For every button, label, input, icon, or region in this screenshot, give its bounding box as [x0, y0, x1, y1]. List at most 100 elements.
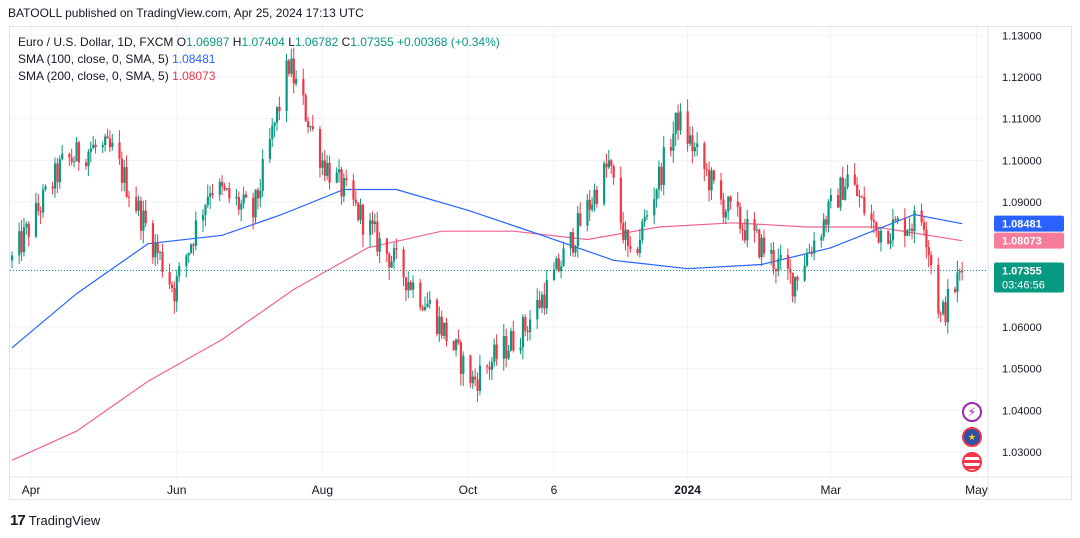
candle-body	[295, 78, 298, 84]
sma100-badge-bg	[994, 215, 1064, 232]
x-tick-label: Mar	[820, 483, 841, 497]
candle-body	[877, 230, 880, 243]
candle-body	[607, 160, 611, 168]
price-chart[interactable]: 1.13000 1.12000 1.11000 1.10000 1.09000 1.060…	[10, 27, 1073, 501]
candle-body	[190, 244, 193, 253]
candle-body	[175, 276, 178, 302]
candle-body	[421, 307, 424, 310]
candle-body	[526, 330, 529, 333]
candle-body	[390, 261, 393, 268]
candle-body	[860, 196, 864, 198]
price-axis[interactable]: 1.13000 1.12000 1.11000 1.10000 1.09000 1.060…	[1002, 30, 1042, 459]
candle-body	[407, 282, 410, 291]
candle-body	[125, 167, 128, 197]
candle-body	[201, 214, 205, 221]
candle-body	[275, 106, 279, 123]
candle-body	[557, 258, 560, 272]
candle-body	[829, 195, 833, 202]
candle-body	[579, 213, 582, 226]
candle-body	[629, 245, 632, 249]
lightning-icon[interactable]: ⚡	[962, 402, 982, 422]
candle-body	[796, 276, 799, 281]
candle-body	[822, 219, 825, 237]
candle-body	[887, 230, 890, 244]
candle-body	[20, 231, 23, 253]
candle-body	[85, 162, 88, 167]
candle-body	[562, 248, 565, 267]
candle-body	[423, 306, 427, 310]
candle-body	[937, 264, 940, 314]
candle-body	[307, 120, 310, 128]
candle-body	[409, 282, 412, 290]
candle-body	[323, 160, 326, 176]
candle-body	[359, 204, 362, 220]
candle-body	[727, 196, 730, 212]
candle-body	[603, 163, 606, 204]
candle-body	[672, 133, 675, 151]
candle-body	[961, 271, 964, 273]
candle-body	[89, 148, 92, 152]
candle-body	[435, 299, 439, 334]
candle-body	[710, 170, 713, 191]
candle-body	[552, 269, 556, 281]
candle-body	[708, 169, 711, 191]
candle-body	[304, 95, 307, 121]
x-tick-label: May	[965, 483, 988, 497]
candle-body	[168, 272, 171, 285]
candle-body	[371, 220, 374, 225]
candle-body	[318, 129, 322, 168]
candle-body	[488, 367, 491, 370]
x-tick-label: Apr	[22, 483, 41, 497]
candle-body	[302, 78, 305, 96]
candle-body	[619, 177, 622, 223]
candle-body	[595, 189, 599, 204]
tradingview-logo[interactable]: 17	[10, 512, 26, 529]
candle-body	[786, 255, 790, 269]
legend-sma200-row[interactable]: SMA (200, close, 0, SMA, 5) 1.08073	[18, 68, 500, 85]
y-tick-label: 1.13000	[1002, 30, 1042, 42]
candle-body	[490, 361, 494, 370]
tradingview-brand[interactable]: TradingView	[28, 513, 101, 528]
footer: 17 TradingView	[10, 512, 100, 529]
candle-body	[906, 230, 909, 236]
candle-body	[896, 218, 899, 221]
candle-body	[507, 350, 510, 359]
candle-body	[404, 277, 408, 291]
candle-body	[958, 271, 961, 273]
candle-body	[779, 255, 782, 259]
legend-sma100-row[interactable]: SMA (100, close, 0, SMA, 5) 1.08481	[18, 51, 500, 68]
candle-body	[946, 288, 950, 323]
candle-body	[378, 238, 381, 252]
candles	[11, 47, 964, 402]
candle-body	[58, 159, 61, 183]
candle-body	[662, 147, 665, 186]
y-tick-label: 1.03000	[1002, 447, 1042, 459]
candle-body	[244, 194, 248, 198]
candle-body	[495, 344, 498, 359]
candle-body	[209, 193, 212, 197]
candle-body	[428, 299, 431, 304]
candle-body	[493, 344, 496, 362]
candle-body	[505, 336, 508, 359]
close-label: C	[341, 35, 351, 49]
candle-body	[127, 196, 131, 198]
candle-body	[211, 193, 214, 195]
candle-body	[953, 288, 957, 292]
us-flag-icon[interactable]	[962, 452, 982, 472]
candle-body	[770, 250, 773, 254]
eu-flag-icon[interactable]: ★	[962, 427, 982, 447]
candle-body	[922, 222, 926, 230]
symbol-title[interactable]: Euro / U.S. Dollar, 1D, FXCM	[18, 35, 174, 49]
candle-body	[839, 177, 842, 208]
candle-body	[240, 203, 243, 210]
time-axis[interactable]: Apr Jun Aug Oct 6 2024 Mar May	[22, 483, 988, 497]
candle-body	[361, 204, 365, 235]
candle-body	[173, 288, 176, 302]
candle-body	[686, 111, 689, 144]
candle-body	[872, 220, 875, 222]
open-label: O	[176, 35, 187, 49]
legend: Euro / U.S. Dollar, 1D, FXCM O1.06987 H1…	[18, 34, 500, 85]
candle-body	[335, 172, 338, 183]
candle-body	[486, 365, 489, 368]
candle-body	[156, 242, 159, 253]
